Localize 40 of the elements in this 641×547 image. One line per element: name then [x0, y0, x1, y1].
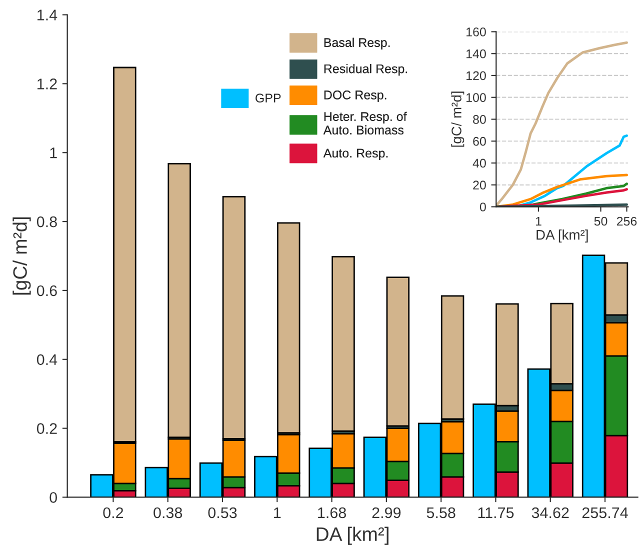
y-tick-label: 0.2 — [36, 423, 57, 434]
x-axis-title: DA [km²] — [536, 230, 588, 242]
y-tick-label: 80 — [473, 115, 486, 124]
x-tick-label: 0.2 — [103, 507, 124, 518]
y-tick-label: 0 — [480, 202, 486, 212]
y-tick-label: 100 — [466, 93, 486, 102]
y-tick-label: 120 — [466, 71, 486, 80]
legend-label: Residual Resp. — [324, 64, 408, 76]
y-tick-label: 0 — [50, 492, 57, 503]
y-tick-label: 40 — [472, 158, 486, 168]
y-tick-label: 160 — [466, 28, 486, 36]
x-tick-label: 255.74 — [582, 507, 628, 518]
legend-label: GPP — [256, 94, 281, 102]
x-tick-label: 1 — [536, 216, 542, 226]
x-tick-label: 50 — [594, 216, 608, 226]
y-tick-label: 140 — [466, 49, 486, 58]
legend-label: Basal Resp. — [324, 38, 390, 50]
x-tick-label: 5.58 — [426, 507, 456, 518]
y-tick-label: 0.6 — [36, 285, 57, 296]
y-tick-label: 1.2 — [38, 78, 57, 90]
x-axis-title: DA [km²] — [316, 526, 388, 545]
x-tick-label: 11.75 — [478, 508, 514, 518]
x-tick-label: 256 — [616, 216, 637, 226]
y-tick-label: 0.4 — [36, 354, 58, 366]
x-tick-label: 2.99 — [372, 507, 401, 518]
y-axis-title: [gC/ m²d] — [451, 92, 464, 147]
x-tick-label: 1 — [274, 508, 281, 518]
y-tick-label: 0.8 — [36, 216, 57, 228]
y-tick-label: 20 — [473, 180, 486, 190]
x-tick-label: 0.53 — [208, 507, 237, 518]
x-tick-label: 1.68 — [318, 507, 346, 518]
legend-label: DOC Resp. — [324, 90, 386, 102]
x-tick-label: 34.62 — [532, 507, 569, 518]
legend-label: Auto. Resp. — [323, 148, 388, 160]
y-axis-title: [gC/ m²d] — [12, 217, 31, 295]
y-tick-label: 1.4 — [38, 10, 58, 20]
legend-label: Heter. Resp. of Auto. Biomass — [323, 112, 407, 134]
x-tick-label: 0.38 — [154, 507, 182, 518]
y-tick-label: 60 — [473, 136, 486, 146]
y-tick-label: 1 — [50, 148, 57, 158]
